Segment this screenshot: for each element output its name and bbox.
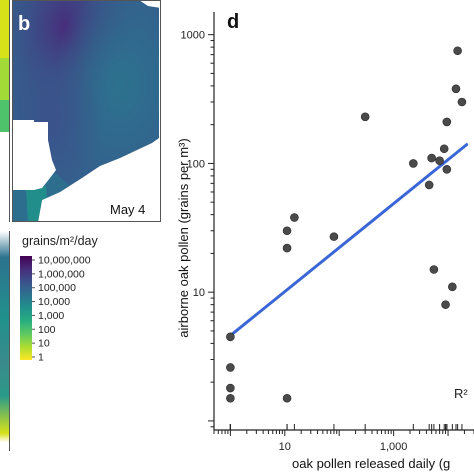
colorbar-tick-label: 10,000 xyxy=(38,296,70,308)
data-point xyxy=(439,144,449,154)
y-tick-label: 1000 xyxy=(181,30,205,42)
panel-d-letter: d xyxy=(227,11,239,33)
panel-a-map-strip xyxy=(0,0,10,222)
colorbar-tick-label: 1,000 xyxy=(38,310,64,322)
x-tick-label: 1,000 xyxy=(380,441,408,453)
data-point xyxy=(282,393,292,403)
x-axis-label: oak pollen released daily (g xyxy=(292,456,450,471)
data-point xyxy=(226,332,235,342)
colorbar-title: grains/m²/day xyxy=(22,234,98,248)
data-point xyxy=(442,165,452,174)
colorbar-tick-label: 1,000,000 xyxy=(38,268,85,280)
y-tick-label: 100 xyxy=(187,158,205,170)
panel-d-scatter-chart: d 10 100 1000 10 1,000 R² oak pollen release… xyxy=(176,11,474,471)
y-axis-label: airborne oak pollen (grains per m³) xyxy=(176,138,191,337)
data-point xyxy=(226,393,235,403)
data-point xyxy=(282,243,292,253)
y-tick-label: 10 xyxy=(193,287,205,299)
data-point xyxy=(226,383,235,393)
regression-line xyxy=(228,143,469,338)
data-point xyxy=(424,180,434,190)
data-point xyxy=(427,153,436,163)
r-squared-label: R² xyxy=(454,386,468,401)
colorbar-tick-label: 100 xyxy=(38,324,56,336)
panel-b-map: b May 4 xyxy=(12,0,161,222)
data-point xyxy=(448,282,457,292)
data-point xyxy=(442,117,452,127)
colorbar-tick-label: 1 xyxy=(38,352,44,364)
panel-b-letter: b xyxy=(18,13,30,35)
data-point xyxy=(457,97,467,107)
data-point xyxy=(409,159,418,168)
colorbar-tick-label: 100,000 xyxy=(38,282,76,294)
data-point xyxy=(451,84,461,94)
x-tick-label: 10 xyxy=(279,441,291,453)
data-point xyxy=(441,300,450,309)
panel-c-map-strip xyxy=(0,231,10,451)
data-point xyxy=(429,265,439,274)
colorbar-tick-label: 10 xyxy=(38,338,50,350)
colorbar-gradient xyxy=(20,256,32,360)
data-point xyxy=(453,46,462,56)
data-point xyxy=(290,213,299,222)
data-point xyxy=(360,112,370,122)
colorbar-tick-label: 10,000,000 xyxy=(38,255,91,267)
data-point xyxy=(329,232,339,241)
data-point xyxy=(282,226,292,236)
panel-b-date-label: May 4 xyxy=(110,202,145,217)
data-point xyxy=(435,156,444,165)
data-point xyxy=(226,363,235,372)
